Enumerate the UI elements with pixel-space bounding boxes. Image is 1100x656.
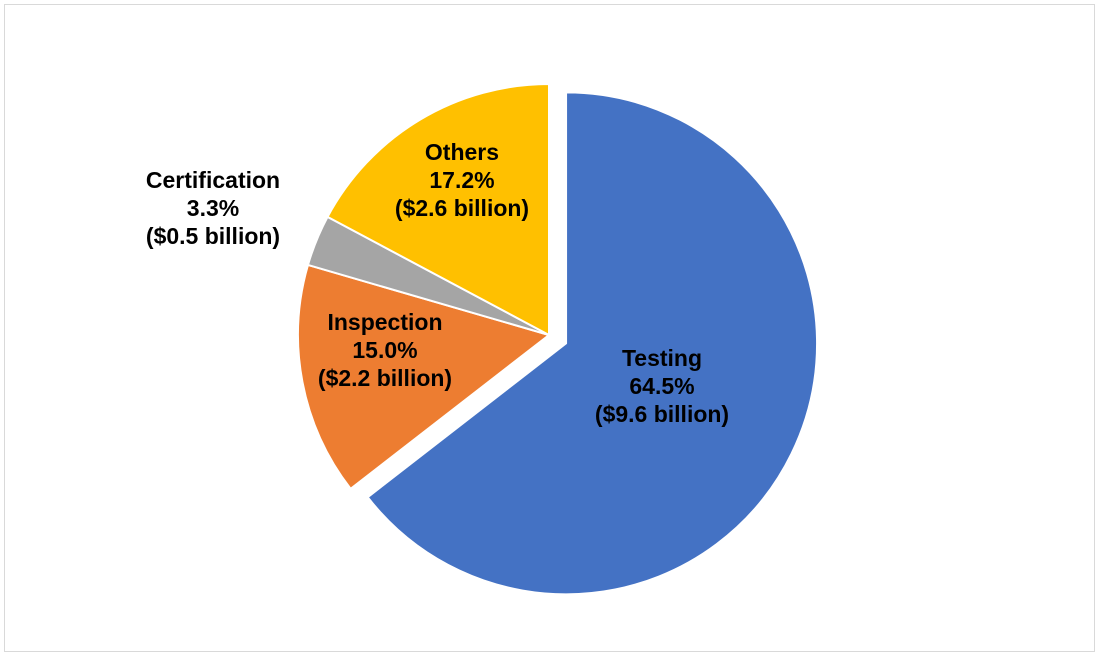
data-label-certification: Certification 3.3% ($0.5 billion) <box>146 167 280 249</box>
pie-slice-others <box>326 83 550 336</box>
data-label-others: Others 17.2% ($2.6 billion) <box>395 139 529 221</box>
data-label-inspection: Inspection 15.0% ($2.2 billion) <box>318 309 452 391</box>
pie-slice-testing <box>366 91 819 596</box>
data-label-testing: Testing 64.5% ($9.6 billion) <box>595 345 729 427</box>
pie-labels: Testing 64.5% ($9.6 billion) Inspection 15.0… <box>146 139 729 427</box>
pie-slices <box>297 83 819 596</box>
pie-slice-inspection <box>297 263 550 490</box>
